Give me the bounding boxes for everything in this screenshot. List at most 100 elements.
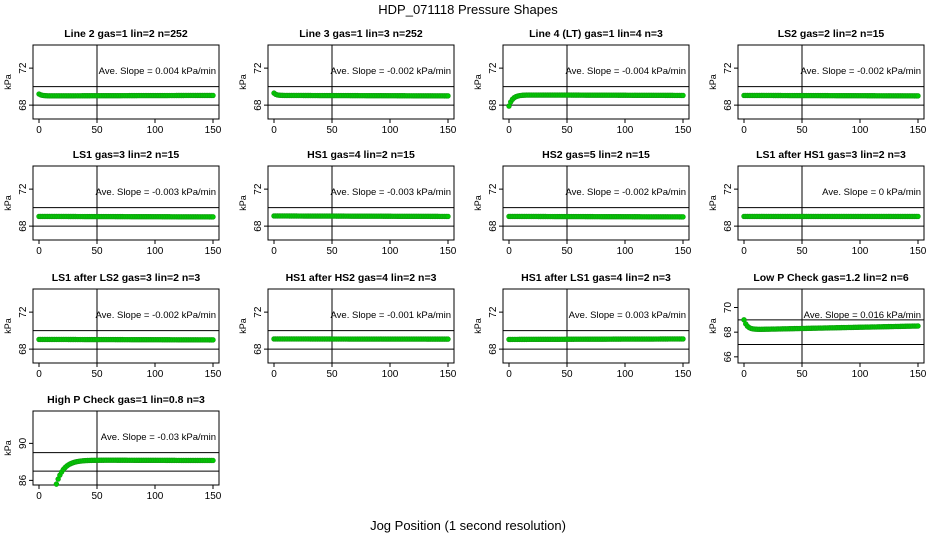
panel-title: HS1 gas=4 lin=2 n=15 [307,149,415,161]
x-tick-label: 100 [147,491,164,502]
y-tick-label: 68 [723,326,734,338]
x-tick-label: 0 [36,125,42,136]
panel-title: LS1 after LS2 gas=3 lin=2 n=3 [52,272,201,284]
page-title: HDP_071118 Pressure Shapes [378,2,558,17]
pressure-series [36,91,216,99]
x-tick-label: 0 [741,369,747,380]
x-tick-label: 50 [91,125,103,136]
panel-title: LS1 after HS1 gas=3 lin=2 n=3 [756,149,906,161]
y-tick-label: 72 [488,183,499,195]
y-tick-label: 68 [723,220,734,232]
plot-frame [502,165,690,241]
pressure-series [271,336,451,342]
panel-title: Low P Check gas=1.2 lin=2 n=6 [753,272,908,284]
x-tick-label: 100 [147,246,164,257]
pressure-series [506,92,686,109]
slope-annotation: Ave. Slope = -0.002 kPa/min [96,310,217,321]
y-tick-label: 68 [18,343,29,355]
x-tick-label: 150 [675,369,692,380]
slope-annotation: Ave. Slope = -0.003 kPa/min [96,187,217,198]
y-axis-label: kPa [708,74,718,90]
x-tick-label: 100 [852,246,869,257]
panel-12: Low P Check gas=1.2 lin=2 n=6 0 50 100 150 66… [708,272,927,380]
y-tick-label: 72 [253,183,264,195]
panel-11: HS1 after LS1 gas=4 lin=2 n=3 0 50 100 150 68… [473,272,692,380]
x-tick-label: 50 [91,491,103,502]
x-tick-label: 100 [852,125,869,136]
x-tick-label: 150 [440,246,457,257]
y-tick-label: 72 [488,306,499,318]
x-tick-label: 50 [561,125,573,136]
panel-2: Line 3 gas=1 lin=3 n=252 0 50 100 150 68 72 kPa… [238,28,457,136]
y-tick-label: 68 [18,99,29,111]
panel-8: LS1 after HS1 gas=3 lin=2 n=3 0 50 100 150 68… [708,149,927,257]
plot-frame [32,410,220,486]
y-tick-label: 86 [18,474,29,486]
y-axis-label: kPa [473,195,483,211]
x-tick-label: 150 [675,246,692,257]
pressure-series [741,317,921,332]
x-tick-label: 100 [617,125,634,136]
data-point [915,323,921,329]
data-point [680,214,686,220]
y-tick-label: 72 [253,306,264,318]
x-tick-label: 0 [271,369,277,380]
slope-annotation: Ave. Slope = 0.004 kPa/min [99,66,216,77]
panel-title: LS2 gas=2 lin=2 n=15 [778,28,885,40]
x-tick-label: 150 [205,125,222,136]
y-axis-label: kPa [708,195,718,211]
panel-title: LS1 gas=3 lin=2 n=15 [73,149,180,161]
x-tick-label: 0 [36,491,42,502]
y-axis-label: kPa [473,74,483,90]
panel-5: LS1 gas=3 lin=2 n=15 0 50 100 150 68 72 kPa Ave.… [3,149,222,257]
panel-title: HS2 gas=5 lin=2 n=15 [542,149,650,161]
y-tick-label: 72 [723,62,734,74]
x-tick-label: 50 [326,369,338,380]
data-point [210,214,216,220]
plot-frame [32,165,220,241]
x-tick-label: 0 [506,125,512,136]
x-tick-label: 150 [440,369,457,380]
plot-frame [502,288,690,364]
slope-annotation: Ave. Slope = 0.003 kPa/min [569,310,686,321]
pressure-series [506,213,686,220]
panel-4: LS2 gas=2 lin=2 n=15 0 50 100 150 68 72 kPa Ave.… [708,28,927,136]
panel-title: HS1 after LS1 gas=4 lin=2 n=3 [521,272,671,284]
pressure-series [741,92,921,99]
y-axis-label: kPa [3,440,13,456]
x-tick-label: 100 [382,369,399,380]
slope-annotation: Ave. Slope = -0.03 kPa/min [101,432,216,443]
x-tick-label: 150 [910,246,927,257]
slope-annotation: Ave. Slope = 0 kPa/min [822,187,921,198]
x-tick-label: 0 [506,369,512,380]
plot-frame [32,288,220,364]
panel-title: HS1 after HS2 gas=4 lin=2 n=3 [286,272,437,284]
y-tick-label: 72 [18,306,29,318]
pressure-series [53,457,216,487]
x-tick-label: 0 [271,125,277,136]
x-tick-label: 50 [91,369,103,380]
y-axis-label: kPa [473,318,483,334]
x-tick-label: 50 [91,246,103,257]
panel-9: LS1 after LS2 gas=3 lin=2 n=3 0 50 100 150 68… [3,272,222,380]
plot-frame [737,44,925,120]
y-tick-label: 68 [488,99,499,111]
y-tick-label: 68 [723,99,734,111]
x-tick-label: 0 [506,246,512,257]
y-tick-label: 68 [253,220,264,232]
x-tick-label: 100 [147,125,164,136]
data-point [445,93,451,99]
panel-title: Line 3 gas=1 lin=3 n=252 [299,28,423,40]
pressure-series [271,213,451,220]
slope-annotation: Ave. Slope = -0.002 kPa/min [801,66,922,77]
x-tick-label: 100 [382,246,399,257]
y-tick-label: 72 [18,62,29,74]
y-tick-label: 72 [488,62,499,74]
pressure-series [36,336,216,343]
y-tick-label: 90 [18,437,29,449]
x-tick-label: 50 [561,246,573,257]
panel-title: High P Check gas=1 lin=0.8 n=3 [47,394,205,406]
x-tick-label: 50 [326,246,338,257]
pressure-series [741,213,921,220]
